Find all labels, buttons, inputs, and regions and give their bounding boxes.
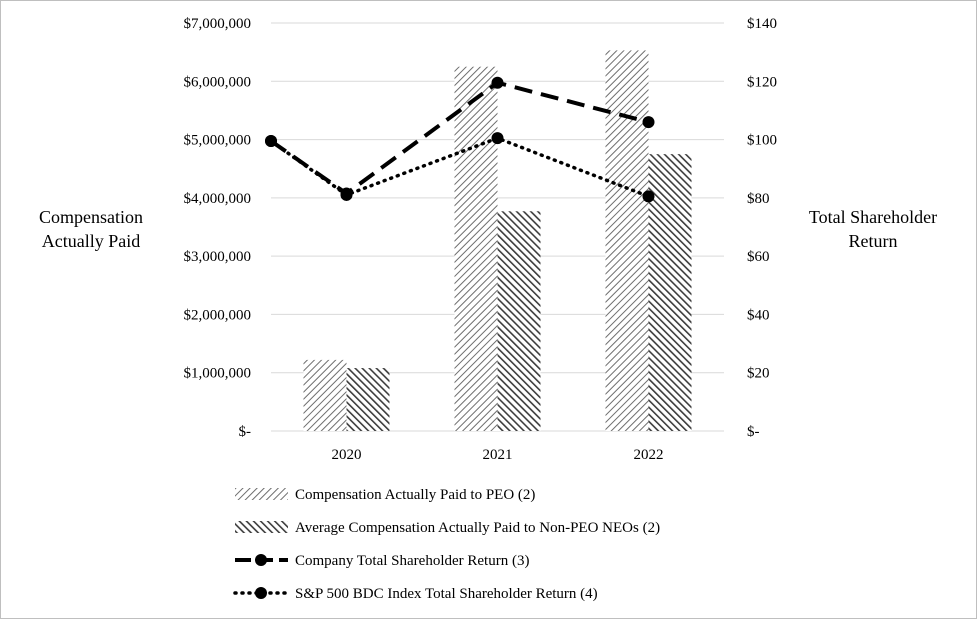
right-tick-label: $20: [747, 366, 770, 382]
right-tick-label: $140: [747, 16, 777, 32]
right-axis-title-line2: Return: [849, 231, 898, 251]
legend-label-peo: Compensation Actually Paid to PEO (2): [295, 487, 535, 503]
bar-peo-2020: [303, 359, 347, 431]
left-tick-label: $5,000,000: [184, 133, 252, 149]
bar-peo-2022: [605, 50, 649, 431]
legend-swatch-peo: [235, 488, 288, 500]
right-axis-title-line1: Total Shareholder: [809, 207, 937, 227]
company-tsr-point: [491, 76, 504, 89]
right-tick-label: $120: [747, 74, 777, 90]
left-axis-title-line2: Actually Paid: [42, 231, 140, 251]
right-tick-label: $60: [747, 249, 770, 265]
right-tick-label: $-: [747, 424, 760, 440]
left-tick-label: $2,000,000: [184, 307, 252, 323]
bdc-tsr-point: [642, 190, 655, 203]
legend-label-bdc: S&P 500 BDC Index Total Shareholder Retu…: [295, 586, 598, 602]
bar-non-peo-2021: [497, 211, 541, 431]
right-axis-ticks: $- $20 $40 $60 $80 $100 $120 $140: [747, 16, 777, 440]
bdc-tsr-point: [265, 135, 277, 148]
company-tsr-point: [642, 116, 655, 129]
tsr-lines: [265, 76, 655, 203]
left-axis-title-line1: Compensation: [39, 207, 143, 227]
legend-label-company: Company Total Shareholder Return (3): [295, 553, 529, 569]
x-tick-label: 2021: [483, 447, 513, 463]
left-tick-label: $-: [239, 424, 252, 440]
x-tick-label: 2020: [332, 447, 362, 463]
bar-non-peo-2020: [346, 368, 390, 431]
company-tsr-line: [269, 80, 650, 196]
bar-peo-2021: [454, 66, 498, 431]
legend-swatch-non-peo: [235, 521, 288, 533]
bars: [303, 50, 692, 431]
x-axis-ticks: 2020 2021 2022: [332, 447, 664, 463]
left-tick-label: $1,000,000: [184, 366, 252, 382]
legend-marker-company: [255, 554, 267, 566]
legend-marker-bdc: [255, 587, 267, 599]
legend-label-non-peo: Average Compensation Actually Paid to No…: [295, 520, 660, 536]
right-tick-label: $100: [747, 133, 777, 149]
left-tick-label: $7,000,000: [184, 16, 252, 32]
legend: Compensation Actually Paid to PEO (2) Ave…: [233, 487, 660, 602]
x-tick-label: 2022: [634, 447, 664, 463]
left-tick-label: $4,000,000: [184, 191, 252, 207]
bdc-tsr-point: [340, 188, 353, 201]
left-axis-ticks: $- $1,000,000 $2,000,000 $3,000,000 $4,000,0…: [184, 16, 252, 440]
bar-non-peo-2022: [648, 154, 692, 431]
right-tick-label: $40: [747, 307, 770, 323]
left-tick-label: $3,000,000: [184, 249, 252, 265]
bdc-tsr-point: [491, 132, 504, 145]
left-tick-label: $6,000,000: [184, 74, 252, 90]
bdc-index-tsr-line: [269, 136, 651, 199]
right-tick-label: $80: [747, 191, 770, 207]
